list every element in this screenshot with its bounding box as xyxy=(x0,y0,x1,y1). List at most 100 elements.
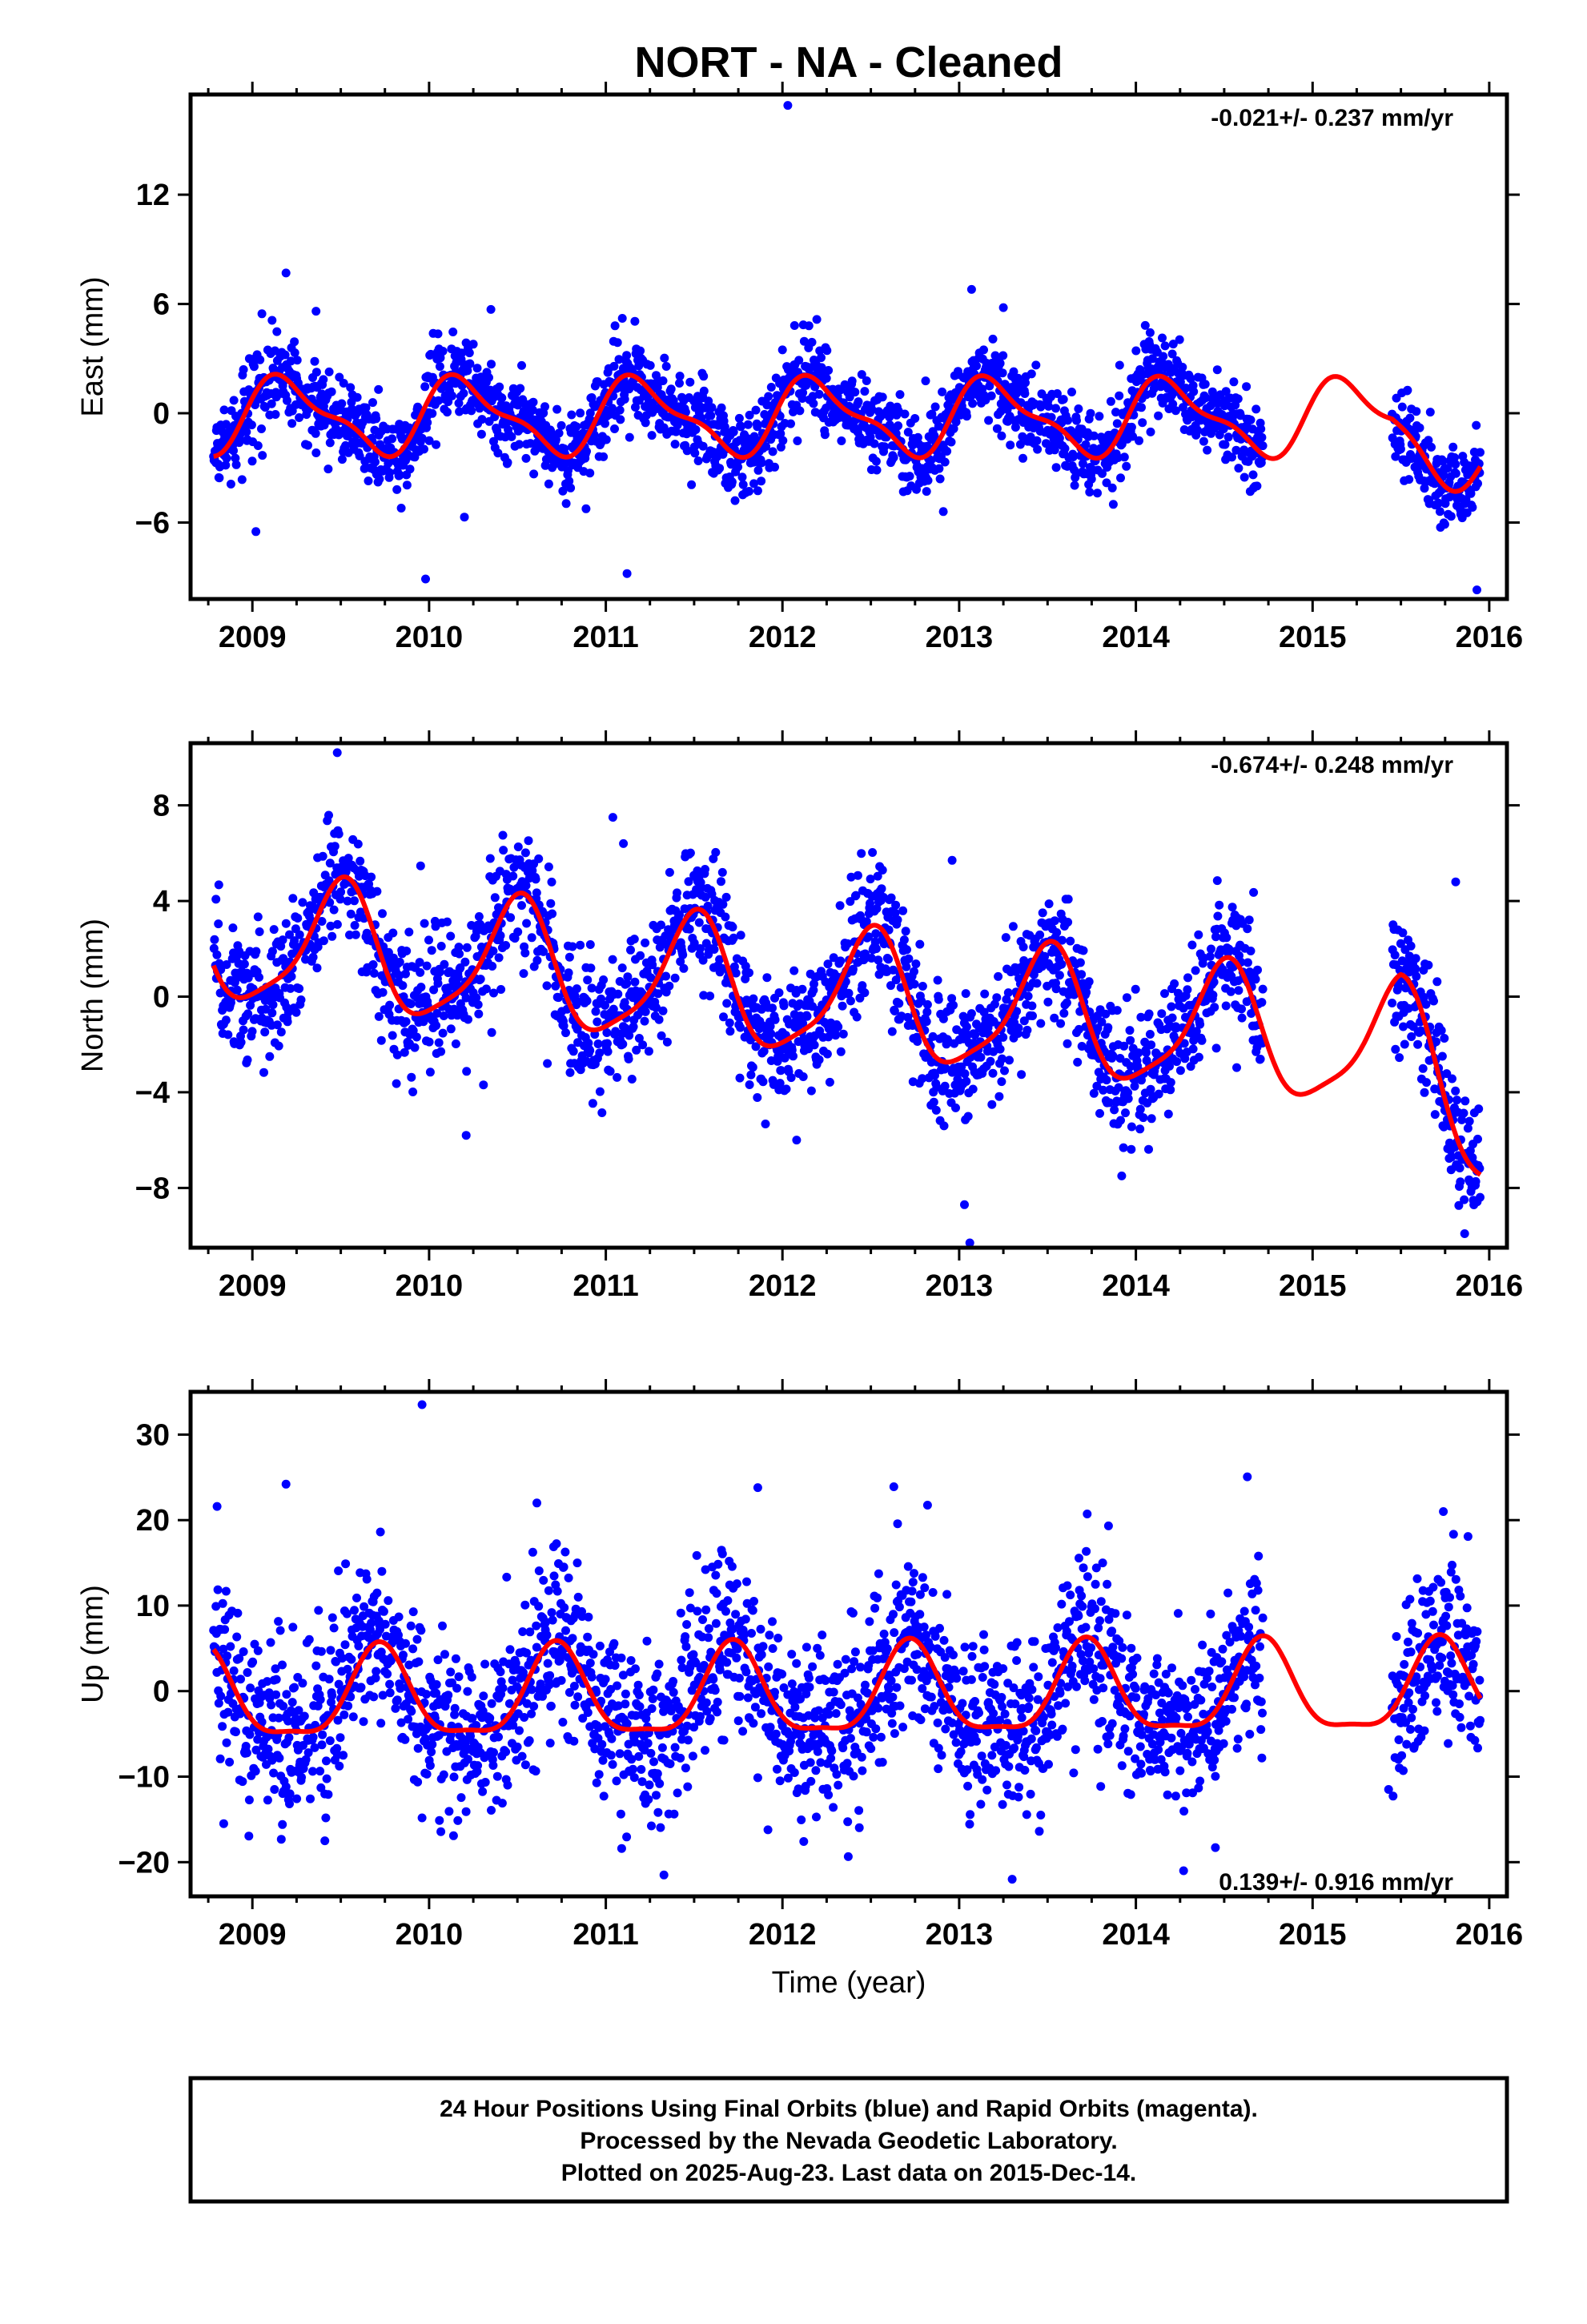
north-data-point xyxy=(1170,979,1179,988)
up-data-point xyxy=(446,1667,456,1677)
east-data-point xyxy=(428,408,437,418)
east-data-point xyxy=(1200,380,1210,389)
east-data-point xyxy=(420,444,428,454)
up-data-point xyxy=(317,1740,327,1750)
east-data-point xyxy=(670,440,680,449)
north-data-point xyxy=(318,851,327,861)
east-data-point xyxy=(609,361,619,371)
north-data-point xyxy=(731,968,741,978)
up-data-point xyxy=(362,1574,372,1584)
up-data-point xyxy=(377,1566,387,1576)
north-data-point xyxy=(910,967,918,976)
north-data-point xyxy=(940,1081,950,1091)
east-data-point xyxy=(229,396,239,405)
east-data-point xyxy=(707,403,717,412)
north-x-tick-label: 2013 xyxy=(926,1269,994,1303)
north-data-point xyxy=(268,1000,278,1010)
north-data-point xyxy=(902,962,911,971)
east-data-point xyxy=(495,382,504,392)
east-data-point xyxy=(311,368,321,377)
up-data-point xyxy=(339,1751,348,1760)
up-data-point xyxy=(407,1707,416,1716)
north-data-point xyxy=(505,884,515,894)
up-data-point xyxy=(439,1770,448,1779)
north-data-point xyxy=(554,993,563,1003)
north-data-point xyxy=(962,1076,971,1086)
east-data-point xyxy=(1146,427,1155,436)
east-data-point xyxy=(691,425,701,434)
east-data-point xyxy=(368,398,377,408)
north-data-point xyxy=(1084,977,1094,987)
east-data-point xyxy=(905,472,914,481)
north-data-point xyxy=(887,1027,897,1036)
north-data-point xyxy=(332,919,342,929)
east-data-point xyxy=(1227,452,1236,462)
east-data-point xyxy=(1451,460,1460,469)
north-data-point xyxy=(1003,988,1013,998)
north-data-point xyxy=(864,932,874,942)
east-data-point xyxy=(704,396,713,406)
east-data-point xyxy=(1212,365,1222,375)
north-data-point xyxy=(1035,930,1045,939)
east-data-point xyxy=(420,382,430,392)
east-data-point xyxy=(1006,440,1015,450)
up-data-point xyxy=(404,1715,413,1724)
up-data-point xyxy=(248,1657,258,1667)
east-data-point xyxy=(824,366,834,375)
up-data-point xyxy=(220,1625,230,1634)
north-data-point xyxy=(838,1001,847,1011)
east-data-point xyxy=(1159,352,1168,361)
north-data-point xyxy=(1000,1066,1009,1076)
north-x-tick-label: 2015 xyxy=(1279,1269,1347,1303)
north-data-point xyxy=(481,984,491,994)
east-data-point xyxy=(247,456,257,466)
east-data-point xyxy=(753,465,763,475)
up-data-point xyxy=(327,1698,335,1707)
up-data-point xyxy=(315,1767,325,1776)
up-data-point xyxy=(214,1699,223,1708)
north-data-point xyxy=(613,989,623,999)
north-data-point xyxy=(1222,933,1231,943)
north-data-point xyxy=(806,1086,816,1096)
east-data-point xyxy=(768,447,777,456)
east-data-point xyxy=(793,436,802,445)
north-data-point xyxy=(599,975,609,984)
north-data-point xyxy=(528,866,537,875)
north-data-point xyxy=(1422,1078,1431,1088)
north-data-point xyxy=(877,884,886,894)
north-data-point xyxy=(1221,1001,1231,1011)
north-data-point xyxy=(293,914,303,923)
north-data-point xyxy=(401,1017,411,1027)
east-data-point xyxy=(809,399,818,408)
north-data-point xyxy=(736,1023,745,1032)
east-outlier-point xyxy=(783,101,793,111)
east-data-point xyxy=(764,392,773,401)
north-data-point xyxy=(987,1100,997,1109)
east-data-point xyxy=(529,469,539,479)
east-data-point xyxy=(733,462,743,472)
up-data-point xyxy=(326,1646,335,1655)
up-data-point xyxy=(343,1664,352,1674)
north-data-point xyxy=(1436,1026,1446,1035)
east-data-point xyxy=(1242,382,1252,392)
north-data-point xyxy=(719,1012,728,1022)
up-data-point xyxy=(335,1761,344,1771)
up-data-point xyxy=(221,1586,231,1596)
north-data-point xyxy=(350,896,359,906)
east-data-point xyxy=(1160,341,1170,351)
east-data-point xyxy=(789,321,799,330)
north-data-point xyxy=(521,881,531,891)
north-data-point xyxy=(933,975,942,985)
up-data-point xyxy=(222,1738,231,1747)
north-data-point xyxy=(976,1052,986,1062)
east-data-point xyxy=(364,476,373,485)
north-data-point xyxy=(435,967,444,977)
north-data-point xyxy=(625,1031,634,1040)
east-rate-text: -0.021+/- 0.237 mm/yr xyxy=(1211,105,1453,131)
up-data-point xyxy=(275,1753,284,1763)
north-data-point xyxy=(1424,960,1433,970)
east-data-point xyxy=(698,441,708,451)
north-data-point xyxy=(1463,1124,1472,1133)
north-data-point xyxy=(286,983,295,993)
east-data-point xyxy=(690,448,700,458)
